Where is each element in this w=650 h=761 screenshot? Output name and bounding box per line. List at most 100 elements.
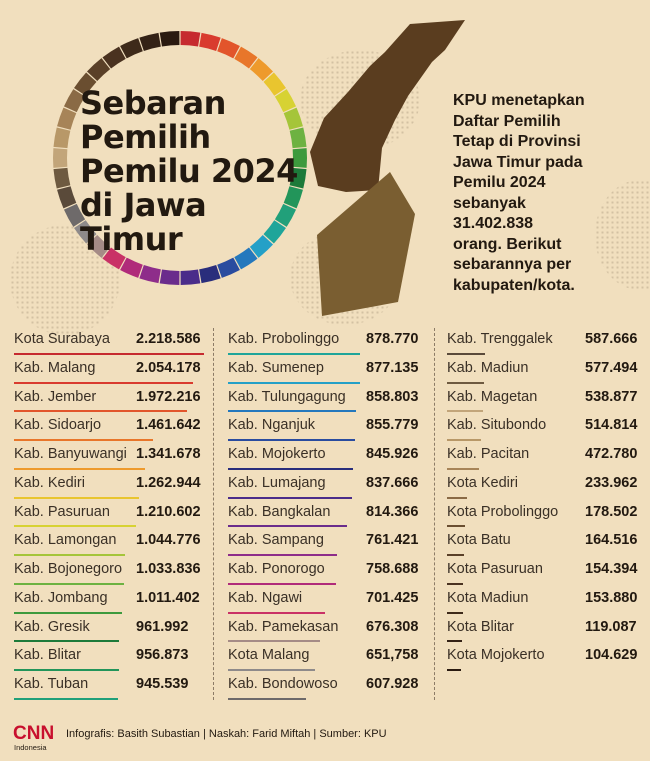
region-name: Kab. Malang	[14, 359, 96, 376]
region-name: Kab. Bondowoso	[228, 676, 338, 692]
table-row: Kab. Magetan 538.877	[447, 386, 643, 415]
value-bar	[228, 640, 320, 643]
table-row: Kab. Banyuwangi 1.341.678	[14, 443, 204, 472]
table-row: Kab. Probolinggo 878.770	[228, 328, 424, 357]
region-name: Kab. Nganjuk	[228, 417, 316, 434]
voter-count: 1.210.602	[136, 503, 201, 520]
value-bar	[447, 582, 463, 585]
wheel-segment	[102, 247, 126, 270]
table-row: Kab. Madiun 577.494	[447, 357, 643, 386]
table-row: Kab. Lumajang 837.666	[228, 472, 424, 501]
value-bar	[447, 669, 461, 671]
value-bar	[14, 467, 145, 470]
wheel-segment	[139, 32, 161, 51]
title-line: di Jawa	[80, 186, 207, 224]
description-line: Pemilu 2024	[453, 174, 546, 191]
region-name: Kota Surabaya	[14, 331, 110, 347]
value-bar	[447, 352, 485, 355]
wheel-segment	[217, 257, 240, 278]
table-row: Kab. Blitar 956.873	[14, 644, 204, 673]
voter-count: 472.780	[585, 446, 638, 462]
value-bar	[447, 525, 465, 528]
voter-count: 607.928	[366, 676, 419, 692]
voter-count: 1.461.642	[136, 417, 201, 434]
table-row: Kab. Pacitan 472.780	[447, 443, 643, 472]
wheel-segment	[86, 58, 111, 82]
region-name: Kab. Trenggalek	[447, 331, 553, 347]
region-name: Kab. Banyuwangi	[14, 446, 127, 462]
table-row: Kab. Gresik 961.992	[14, 616, 204, 645]
region-name: Kota Malang	[228, 647, 310, 664]
title-line: Pemilih	[80, 118, 211, 156]
voter-count: 2.218.586	[136, 331, 201, 347]
value-bar	[228, 554, 337, 556]
wheel-segment	[139, 265, 161, 284]
region-name: Kota Kediri	[447, 474, 518, 491]
wheel-segment	[102, 46, 126, 69]
title-line: Pemilu 2024	[80, 152, 298, 190]
voter-count: 877.135	[366, 359, 419, 376]
wheel-segment	[283, 107, 303, 130]
voter-count: 178.502	[585, 503, 638, 520]
voter-count: 845.926	[366, 446, 419, 462]
wheel-segment	[53, 148, 68, 168]
table-row: Kab. Bangkalan 814.366	[228, 501, 424, 530]
region-name: Kab. Lumajang	[228, 474, 326, 491]
value-bar	[14, 381, 193, 384]
value-bar	[228, 669, 315, 671]
voter-count: 514.814	[585, 417, 638, 434]
voter-count: 761.421	[366, 532, 419, 549]
value-bar	[14, 352, 204, 355]
description: KPU menetapkan Daftar Pemilih Tetap di P…	[453, 91, 643, 296]
region-name: Kab. Pamekasan	[228, 618, 339, 635]
voter-count: 758.688	[366, 561, 419, 577]
voter-count: 153.880	[585, 589, 638, 606]
description-line: kabupaten/kota.	[453, 276, 575, 294]
region-name: Kab. Kediri	[14, 474, 85, 491]
region-name: Kota Probolinggo	[447, 503, 559, 520]
value-bar	[447, 611, 463, 614]
description-line: Daftar Pemilih	[453, 112, 561, 130]
region-name: Kota Madiun	[447, 589, 529, 606]
column-divider	[213, 328, 214, 700]
wheel-segment	[274, 203, 297, 227]
column-divider	[434, 328, 435, 700]
wheel-segment	[199, 265, 221, 284]
voter-count: 587.666	[585, 331, 638, 347]
table-row: Kota Blitar 119.087	[447, 616, 643, 645]
region-name: Kab. Bangkalan	[228, 503, 331, 520]
region-name: Kab. Pasuruan	[14, 503, 110, 520]
wheel-segment	[74, 220, 97, 244]
wheel-segment	[274, 89, 297, 113]
ballot-paper-shape	[317, 172, 415, 316]
region-name: Kab. Bojonegoro	[14, 561, 123, 577]
table-column-1: Kota Surabaya 2.218.586 Kab. Malang 2.054.1…	[14, 328, 204, 702]
value-bar	[447, 554, 464, 556]
voter-count: 814.366	[366, 503, 419, 520]
value-bar	[228, 697, 306, 700]
cnn-logo: CNN Indonesia	[13, 723, 54, 752]
wheel-segment	[120, 257, 143, 278]
wheel-segment	[289, 167, 307, 189]
voter-count: 577.494	[585, 359, 638, 376]
table-row: Kota Malang 651,758	[228, 644, 424, 673]
table-row: Kab. Jombang 1.011.402	[14, 587, 204, 616]
region-name: Kab. Jombang	[14, 589, 108, 606]
region-name: Kab. Sidoarjo	[14, 417, 102, 434]
region-name: Kab. Sumenep	[228, 359, 324, 376]
table-row: Kota Madiun 153.880	[447, 587, 643, 616]
wheel-segment	[234, 46, 258, 69]
region-name: Kab. Madiun	[447, 359, 529, 376]
value-bar	[14, 496, 139, 499]
table-row: Kab. Sampang 761.421	[228, 529, 424, 558]
region-name: Kab. Tulungagung	[228, 388, 346, 405]
voter-count: 945.539	[136, 676, 189, 692]
wheel-segment	[74, 72, 97, 96]
value-bar	[228, 410, 356, 413]
wheel-segment	[263, 220, 286, 244]
table-row: Kab. Lamongan 1.044.776	[14, 529, 204, 558]
value-bar	[228, 439, 355, 441]
value-bar	[14, 582, 124, 585]
wheel-segment	[283, 186, 303, 209]
